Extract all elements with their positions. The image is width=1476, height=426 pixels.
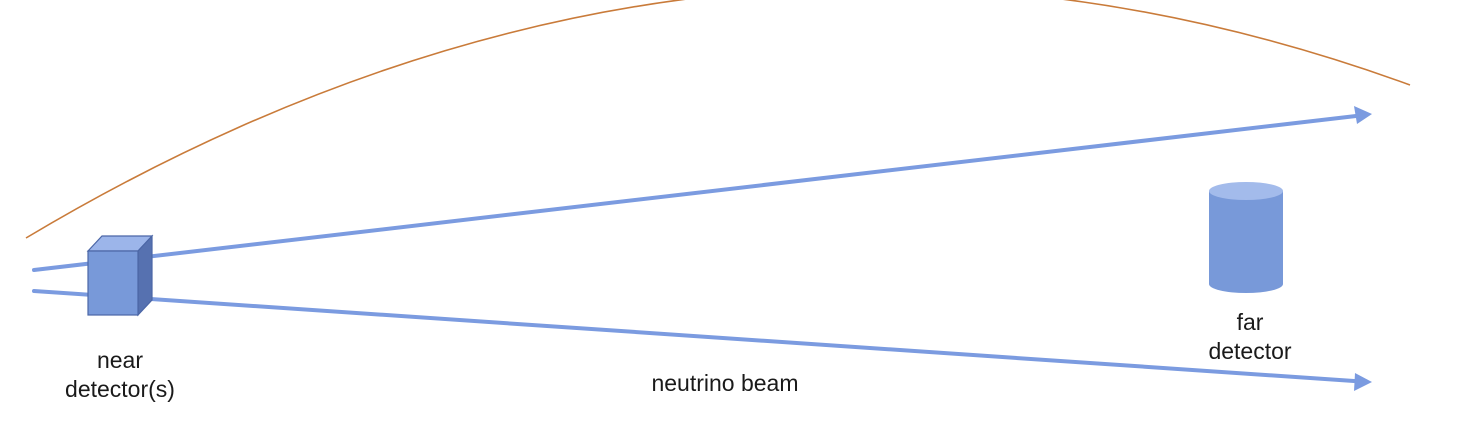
near-detector-label-line2: detector(s) bbox=[65, 376, 175, 402]
neutrino-beam-label: neutrino beam bbox=[651, 370, 799, 396]
near-detector-front-face bbox=[87, 250, 139, 316]
near-detector-label-line1: near bbox=[96, 347, 144, 373]
near-detector-label: near detector(s) bbox=[40, 346, 200, 404]
beam-line-upper bbox=[32, 114, 1358, 272]
beam-arrowhead-lower bbox=[1354, 373, 1372, 391]
far-detector-label: far detector bbox=[1170, 308, 1330, 366]
near-detector bbox=[86, 234, 154, 317]
earth-curve bbox=[25, 0, 1411, 239]
far-detector-body bbox=[1209, 191, 1283, 293]
far-detector-top bbox=[1209, 182, 1283, 200]
beam-line-lower bbox=[32, 289, 1356, 383]
far-detector-label-line1: far bbox=[1236, 309, 1264, 335]
beam-arrowhead-upper bbox=[1354, 106, 1372, 124]
far-detector-label-line2: detector bbox=[1208, 338, 1292, 364]
far-detector bbox=[1209, 182, 1283, 293]
